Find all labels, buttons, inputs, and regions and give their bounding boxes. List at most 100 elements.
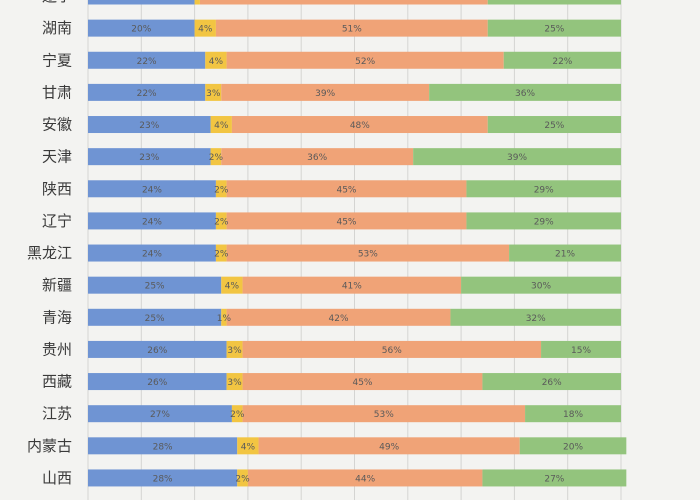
bar-segment-series-3 [226,308,451,326]
bar-segment-series-4 [482,469,627,487]
bar-segment-series-3 [226,180,467,198]
bar-segment-series-3 [226,244,510,262]
data-label: 21% [555,250,575,260]
category-label: 江苏 [42,405,72,423]
data-label: 4% [225,282,240,292]
bar-segment-series-4 [461,276,621,294]
category-label: 西藏 [42,373,72,391]
bar-segment-series-4 [429,83,621,101]
bar-segment-series-2 [226,373,243,391]
bar-segment-series-1 [88,276,222,294]
bar-segment-series-4 [503,51,621,69]
data-label: 27% [544,474,564,484]
bar-segment-series-3 [247,469,483,487]
data-label: 24% [142,185,162,195]
data-label: 20% [131,25,151,35]
category-label: 山西 [42,469,72,487]
bar-segment-series-1 [88,51,206,69]
data-label: 53% [358,250,378,260]
bar-segment-series-2 [205,83,222,101]
labels: 辽宁 20% 1% 54% 25% 湖南 20% 4% 51% 25% 宁夏 22% 4% 52% 22% 甘… [27,0,591,487]
data-label: 49% [379,442,399,452]
data-label: 45% [336,185,356,195]
bar-segment-series-1 [88,340,227,358]
bar-segment-series-2 [221,276,243,294]
bar-segment-series-2 [215,180,227,198]
category-label: 黑龙江 [27,244,72,262]
data-label: 2% [214,185,229,195]
bar-segment-series-2 [215,212,227,230]
data-label: 22% [137,57,157,67]
bar-segment-series-4 [509,244,621,262]
data-label: 25% [544,121,564,131]
data-label: 2% [214,217,229,227]
data-label: 4% [214,121,229,131]
bar-segment-series-1 [88,180,216,198]
bar-segment-series-4 [466,212,621,230]
data-label: 26% [147,378,167,388]
data-label: 36% [307,153,327,163]
data-label: 29% [534,217,554,227]
data-label: 20% [131,0,151,3]
bar-segment-series-1 [88,19,195,37]
data-label: 28% [153,442,173,452]
data-label: 27% [150,410,170,420]
data-label: 39% [315,89,335,99]
bar-segment-series-4 [487,0,621,5]
data-label: 24% [142,217,162,227]
data-label: 26% [147,346,167,356]
bar-segment-series-2 [221,308,227,326]
data-label: 3% [227,378,242,388]
data-label: 23% [139,153,159,163]
bar-segment-series-1 [88,373,227,391]
bar-segment-series-1 [88,116,211,134]
bar-segment-series-1 [88,308,222,326]
bars [88,0,627,487]
data-label: 45% [352,378,372,388]
data-label: 22% [137,89,157,99]
data-label: 44% [355,474,375,484]
bar-segment-series-4 [482,373,621,391]
data-label: 20% [563,442,583,452]
category-label: 内蒙古 [27,437,72,455]
bar-segment-series-2 [231,405,243,423]
bar-segment-series-2 [237,469,248,487]
bar-segment-series-2 [210,148,222,166]
data-label: 51% [342,25,362,35]
bar-segment-series-4 [466,180,621,198]
category-label: 新疆 [42,276,72,294]
data-label: 42% [329,314,349,324]
data-label: 29% [534,185,554,195]
data-label: 25% [145,314,165,324]
data-label: 2% [235,474,250,484]
data-label: 4% [198,25,213,35]
category-label: 安徽 [42,116,72,134]
data-label: 25% [544,25,564,35]
bar-segment-series-3 [221,83,430,101]
data-label: 25% [145,282,165,292]
bar-segment-series-3 [215,19,488,37]
category-label: 青海 [42,308,72,326]
data-label: 45% [336,217,356,227]
bar-segment-series-3 [258,437,520,455]
bar-segment-series-3 [199,0,488,5]
data-label: 28% [153,474,173,484]
bar-segment-series-4 [413,148,621,166]
data-label: 1% [190,0,205,3]
bar-segment-series-3 [242,373,483,391]
bar-segment-series-3 [226,51,504,69]
bar-segment-series-1 [88,469,238,487]
bar-segment-series-2 [210,116,232,134]
data-label: 3% [206,89,221,99]
bar-segment-series-1 [88,83,206,101]
data-label: 26% [542,378,562,388]
bar-segment-series-2 [205,51,227,69]
bar-segment-series-3 [242,340,542,358]
data-label: 2% [214,250,229,260]
category-label: 天津 [42,148,72,166]
bar-segment-series-1 [88,212,216,230]
bar-segment-series-4 [519,437,627,455]
bar-segment-series-2 [215,244,227,262]
bar-segment-series-2 [226,340,243,358]
data-label: 18% [563,410,583,420]
